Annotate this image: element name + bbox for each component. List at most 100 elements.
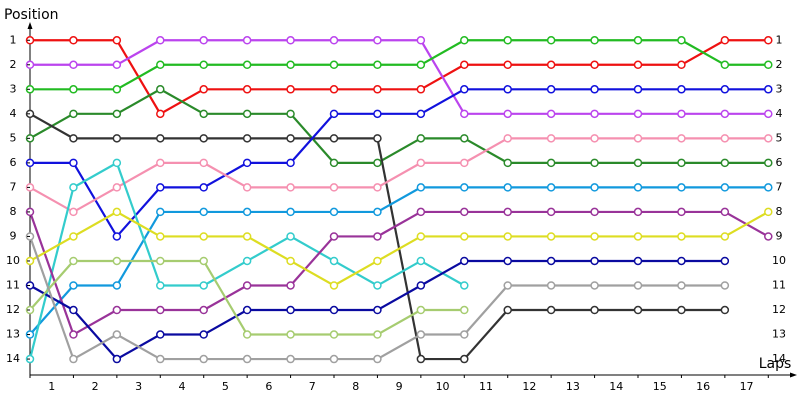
point (373, 330, 382, 339)
point (633, 60, 643, 70)
point (156, 305, 165, 315)
point (677, 36, 686, 45)
x-tick-label: 10 (436, 380, 450, 393)
point (503, 36, 512, 45)
point (416, 158, 426, 168)
series-line (30, 39, 769, 91)
x-tick-label: 15 (653, 380, 667, 393)
point (416, 85, 426, 94)
point (460, 36, 469, 45)
point (546, 85, 556, 94)
series-line (29, 186, 769, 336)
point (416, 232, 426, 241)
point (590, 281, 599, 290)
y-tick-label: 14 (6, 352, 20, 365)
point (329, 232, 339, 241)
point (720, 134, 730, 143)
point (503, 134, 512, 143)
x-tick-label: 13 (566, 380, 580, 393)
point (112, 281, 122, 290)
point (677, 207, 686, 217)
point (329, 85, 339, 94)
point (373, 134, 382, 143)
y-axis-arrow (27, 22, 33, 29)
y-tick-label-right: 4 (776, 107, 783, 120)
point (677, 85, 686, 94)
point (764, 183, 773, 192)
point (546, 158, 556, 168)
point (156, 281, 165, 290)
point (677, 109, 686, 119)
point (242, 207, 252, 217)
point (199, 330, 208, 339)
point (199, 36, 208, 45)
point (286, 281, 295, 290)
point (373, 85, 382, 94)
point (633, 109, 643, 119)
point (590, 305, 599, 315)
point (677, 60, 686, 70)
point (503, 305, 512, 315)
point (329, 305, 339, 315)
point (242, 158, 252, 168)
x-tick-label: 11 (479, 380, 493, 393)
point (69, 305, 78, 315)
y-tick-label-right: 5 (776, 131, 783, 144)
point (242, 232, 252, 241)
point (286, 60, 295, 70)
point (764, 85, 773, 94)
point (460, 134, 469, 143)
y-tick-label-right: 1 (776, 33, 783, 46)
y-tick-label: 9 (10, 229, 17, 242)
point (720, 60, 730, 70)
point (416, 36, 426, 45)
point (69, 232, 78, 241)
y-tick-label: 8 (10, 205, 17, 218)
point (460, 256, 469, 266)
y-tick-label-right: 13 (772, 328, 786, 341)
point (590, 232, 599, 241)
point (69, 354, 78, 364)
point (720, 183, 730, 192)
point (677, 158, 686, 168)
x-tick-label: 3 (135, 380, 142, 393)
y-tick-label: 12 (6, 303, 20, 316)
point (242, 36, 252, 45)
x-tick-label: 17 (740, 380, 754, 393)
series-line (28, 210, 769, 337)
point (199, 85, 208, 94)
point (633, 305, 643, 315)
point (69, 60, 78, 70)
plot (25, 36, 773, 364)
point (590, 85, 599, 94)
point (460, 281, 469, 290)
point (503, 256, 512, 266)
series-line (29, 210, 769, 287)
point (329, 183, 339, 192)
point (720, 158, 730, 168)
point (677, 232, 686, 241)
x-axis-title: Laps (759, 356, 792, 372)
point (199, 207, 208, 217)
y-tick-label: 5 (10, 131, 17, 144)
x-tick-label: 9 (396, 380, 403, 393)
point (503, 158, 512, 168)
point (112, 36, 122, 45)
point (69, 85, 78, 94)
y-tick-label-right: 14 (772, 352, 786, 365)
point (156, 158, 165, 168)
x-tick-label: 5 (222, 380, 229, 393)
point (546, 36, 556, 45)
point (590, 207, 599, 217)
point (156, 207, 165, 217)
point (503, 207, 512, 217)
point (416, 354, 426, 364)
point (677, 134, 686, 143)
y-tick-label: 6 (10, 156, 17, 169)
point (69, 183, 78, 192)
point (112, 354, 122, 364)
point (720, 305, 730, 315)
point (416, 183, 426, 192)
y-tick-label: 3 (10, 82, 17, 95)
